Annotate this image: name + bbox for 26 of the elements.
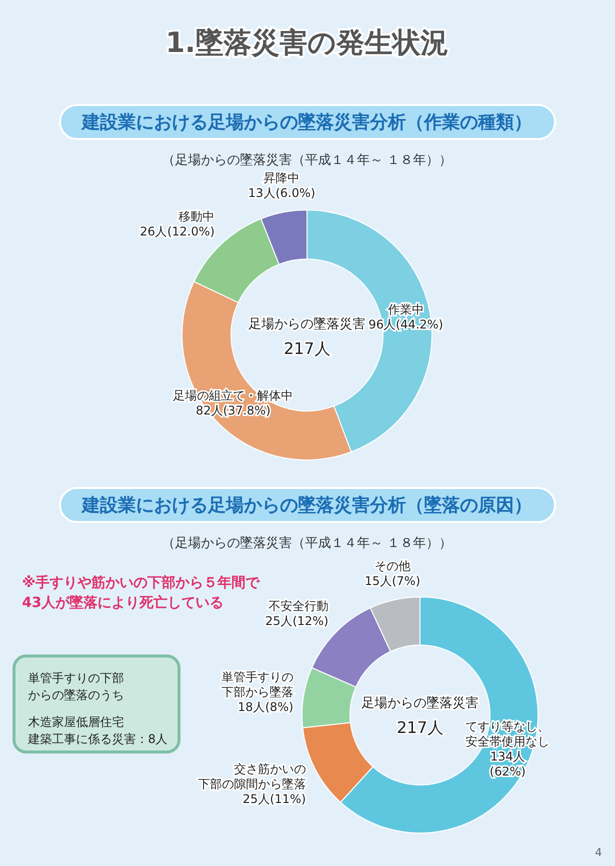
text: 1.墜落災害の発生状況 [165,26,449,58]
text: 217人 [396,718,444,736]
text: ※手すりや筋かいの下部から５年間で43人が墜落により死亡している [22,574,261,611]
slice-label: 作業中 [386,302,424,316]
text: 217人 [284,338,330,358]
data-label: 13人(6.0%) [248,186,316,200]
data-label: 26人(12.0%) [140,224,215,239]
slice-label: 移動中 [178,210,215,224]
slice-label: 単管手すりの下部から墜落 [221,670,294,699]
slice-label: 昇降中 [264,171,300,186]
text: 単管手すりの下部からの墜落のうち [28,671,124,702]
text: 足場からの墜落災害 [248,316,366,332]
chart-title: 建設業における足場からの墜落災害分析（墜落の原因） [80,494,532,516]
data-label: 25人(11%) [242,792,306,806]
slice-label: 交さ筋かいの下部の隙間から墜落 [198,762,306,792]
text: 足場からの墜落災害 [362,694,478,710]
text: 4 [595,846,602,858]
chart-title: 建設業における足場からの墜落災害分析（作業の種類） [80,112,532,132]
data-label: 18人(8%) [238,700,294,714]
slice-label: 不安全行動 [268,599,329,614]
chart-subtitle: （足場からの墜落災害（平成１４年～ １８年）） [162,534,452,550]
data-label: 25人(12%) [265,614,329,628]
text: 木造家屋低層住宅建築工事に係る災害：8人 [27,715,168,746]
slice-label: その他 [374,558,410,573]
data-label: 15人(7%) [364,574,420,588]
chart-subtitle: （足場からの墜落災害（平成１４年～ １８年）） [162,152,452,168]
